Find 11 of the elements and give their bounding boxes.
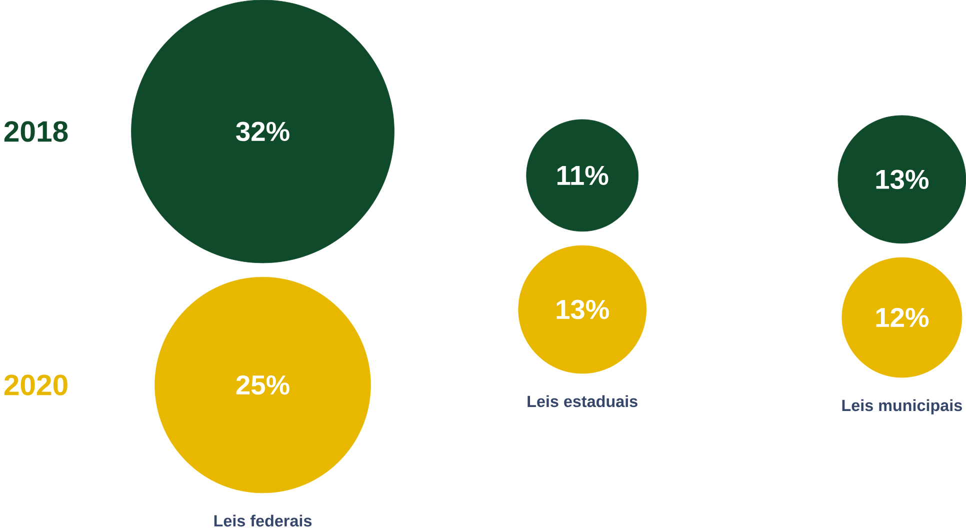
category-label: Leis municipais (842, 399, 962, 414)
text: 2018 (4, 121, 68, 142)
data-label: 25% (236, 375, 290, 395)
data-label: 12% (876, 308, 929, 328)
data-label: 13% (556, 300, 609, 320)
text: 2020 (4, 374, 68, 396)
category-label: Leis estaduais (528, 395, 638, 408)
data-label: 13% (876, 170, 929, 190)
data-label: 11% (557, 166, 608, 186)
category-label: Leis federais (214, 514, 312, 527)
data-label: 32% (236, 122, 290, 142)
